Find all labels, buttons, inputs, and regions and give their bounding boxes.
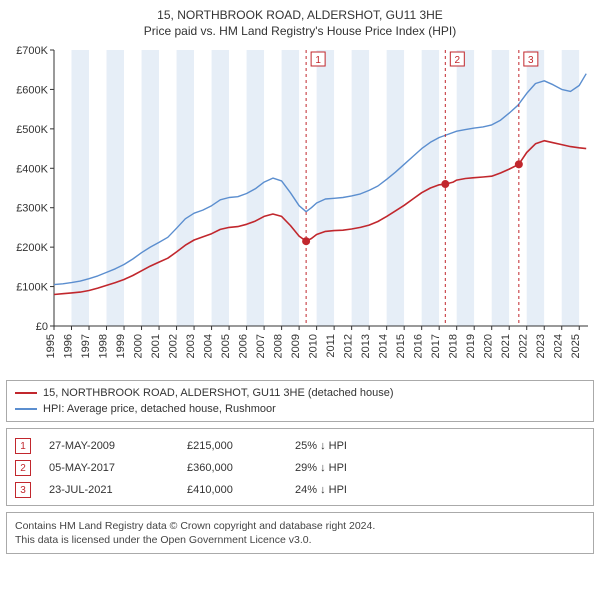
- page-root: 15, NORTHBROOK ROAD, ALDERSHOT, GU11 3HE…: [0, 0, 600, 560]
- sale-hpi-delta: 25% ↓ HPI: [295, 440, 405, 452]
- attribution-footer: Contains HM Land Registry data © Crown c…: [6, 512, 594, 554]
- svg-text:2015: 2015: [395, 334, 407, 358]
- svg-text:3: 3: [528, 55, 534, 66]
- svg-text:2006: 2006: [238, 334, 250, 358]
- svg-text:£700K: £700K: [16, 45, 48, 57]
- svg-text:2013: 2013: [360, 334, 372, 358]
- legend-row: 15, NORTHBROOK ROAD, ALDERSHOT, GU11 3HE…: [15, 385, 585, 401]
- svg-text:£400K: £400K: [16, 163, 48, 175]
- svg-text:£0: £0: [36, 321, 48, 333]
- chart-title: 15, NORTHBROOK ROAD, ALDERSHOT, GU11 3HE…: [6, 8, 594, 38]
- sale-price: £360,000: [187, 462, 277, 474]
- sale-marker-badge: 3: [15, 482, 31, 498]
- svg-text:1999: 1999: [115, 334, 127, 358]
- svg-text:2009: 2009: [290, 334, 302, 358]
- sale-row: 3 23-JUL-2021 £410,000 24% ↓ HPI: [15, 479, 585, 501]
- line-chart: £0 £100K £200K £300K £400K £500K £600K £700K 199…: [6, 44, 594, 374]
- svg-text:1995: 1995: [45, 334, 57, 358]
- svg-text:2011: 2011: [325, 334, 337, 358]
- legend-swatch: [15, 408, 37, 410]
- sale-price: £215,000: [187, 440, 277, 452]
- footer-line: Contains HM Land Registry data © Crown c…: [15, 519, 585, 533]
- svg-text:1998: 1998: [98, 334, 110, 358]
- svg-text:2010: 2010: [308, 334, 320, 358]
- sale-row: 2 05-MAY-2017 £360,000 29% ↓ HPI: [15, 457, 585, 479]
- legend-swatch: [15, 392, 37, 394]
- sale-price: £410,000: [187, 484, 277, 496]
- svg-text:2008: 2008: [273, 334, 285, 358]
- sale-date: 27-MAY-2009: [49, 440, 169, 452]
- svg-text:2012: 2012: [343, 334, 355, 358]
- legend-label: HPI: Average price, detached house, Rush…: [43, 403, 276, 415]
- legend-label: 15, NORTHBROOK ROAD, ALDERSHOT, GU11 3HE…: [43, 387, 394, 399]
- footer-line: This data is licensed under the Open Gov…: [15, 533, 585, 547]
- sale-marker-badge: 1: [15, 438, 31, 454]
- svg-text:2025: 2025: [570, 334, 582, 358]
- svg-text:1: 1: [315, 55, 321, 66]
- svg-text:1996: 1996: [63, 334, 75, 358]
- svg-text:2002: 2002: [168, 334, 180, 358]
- sale-hpi-delta: 24% ↓ HPI: [295, 484, 405, 496]
- title-subtitle: Price paid vs. HM Land Registry's House …: [6, 24, 594, 38]
- svg-text:2017: 2017: [430, 334, 442, 358]
- svg-text:2023: 2023: [535, 334, 547, 358]
- title-address: 15, NORTHBROOK ROAD, ALDERSHOT, GU11 3HE: [6, 8, 594, 22]
- svg-text:£200K: £200K: [16, 242, 48, 254]
- svg-text:2020: 2020: [483, 334, 495, 358]
- sales-events: 1 27-MAY-2009 £215,000 25% ↓ HPI 2 05-MAY-201…: [6, 428, 594, 506]
- sale-date: 05-MAY-2017: [49, 462, 169, 474]
- svg-text:2014: 2014: [378, 334, 390, 358]
- sale-marker-badge: 2: [15, 460, 31, 476]
- svg-text:£500K: £500K: [16, 124, 48, 136]
- svg-text:2021: 2021: [500, 334, 512, 358]
- svg-text:2003: 2003: [185, 334, 197, 358]
- svg-text:2: 2: [455, 55, 461, 66]
- chart-svg: £0 £100K £200K £300K £400K £500K £600K £700K 199…: [6, 44, 594, 374]
- svg-text:£600K: £600K: [16, 84, 48, 96]
- svg-text:2004: 2004: [203, 334, 215, 358]
- svg-text:2005: 2005: [220, 334, 232, 358]
- sale-date: 23-JUL-2021: [49, 484, 169, 496]
- svg-text:2022: 2022: [518, 334, 530, 358]
- svg-text:2018: 2018: [448, 334, 460, 358]
- sale-row: 1 27-MAY-2009 £215,000 25% ↓ HPI: [15, 435, 585, 457]
- svg-text:2007: 2007: [255, 334, 267, 358]
- legend-row: HPI: Average price, detached house, Rush…: [15, 401, 585, 417]
- legend: 15, NORTHBROOK ROAD, ALDERSHOT, GU11 3HE…: [6, 380, 594, 422]
- svg-text:1997: 1997: [80, 334, 92, 358]
- sale-hpi-delta: 29% ↓ HPI: [295, 462, 405, 474]
- svg-text:2016: 2016: [413, 334, 425, 358]
- svg-text:£300K: £300K: [16, 203, 48, 215]
- svg-text:£100K: £100K: [16, 282, 48, 294]
- svg-text:2001: 2001: [150, 334, 162, 358]
- svg-text:2024: 2024: [553, 334, 565, 358]
- svg-text:2000: 2000: [133, 334, 145, 358]
- svg-text:2019: 2019: [465, 334, 477, 358]
